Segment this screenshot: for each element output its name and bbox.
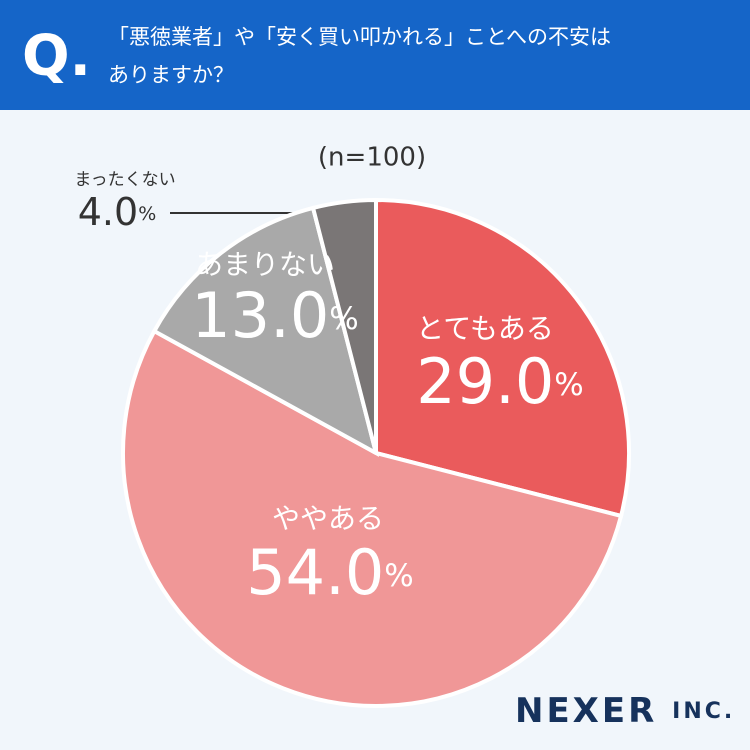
value-unit: % bbox=[384, 558, 413, 594]
category-label: とてもある bbox=[416, 312, 554, 345]
value-unit: % bbox=[554, 367, 583, 403]
logo: NEXER INC. bbox=[515, 691, 735, 731]
value-unit: % bbox=[329, 301, 358, 337]
pie-slice bbox=[121, 328, 624, 708]
category-label: まったくない bbox=[74, 170, 175, 190]
pie-slice bbox=[374, 197, 631, 519]
value-number: 29.0 bbox=[416, 345, 554, 418]
value-unit: % bbox=[138, 203, 156, 225]
value-number: 13.0 bbox=[191, 279, 329, 352]
value-number: 4.0 bbox=[78, 190, 138, 234]
value-label: 13.0% bbox=[191, 279, 359, 352]
chart-title: ありますか？ bbox=[108, 63, 234, 87]
pie-slice bbox=[310, 197, 378, 454]
category-label: あまりない bbox=[195, 248, 335, 281]
value-label: 29.0% bbox=[416, 345, 584, 418]
header-band bbox=[0, 0, 750, 110]
value-number: 54.0 bbox=[246, 536, 384, 609]
logo-main: NEXER bbox=[515, 691, 672, 731]
value-label: 54.0% bbox=[246, 536, 414, 609]
chart-subtitle: (n=100) bbox=[318, 143, 426, 173]
category-label: ややある bbox=[272, 502, 384, 535]
logo-sub: INC. bbox=[672, 699, 735, 724]
chart-title: 「悪徳業者」や「安く買い叩かれる」ことへの不安は bbox=[108, 25, 611, 49]
value-label: 4.0% bbox=[78, 190, 157, 234]
header-mark: Q. bbox=[22, 24, 91, 89]
pie-slice bbox=[151, 205, 380, 457]
